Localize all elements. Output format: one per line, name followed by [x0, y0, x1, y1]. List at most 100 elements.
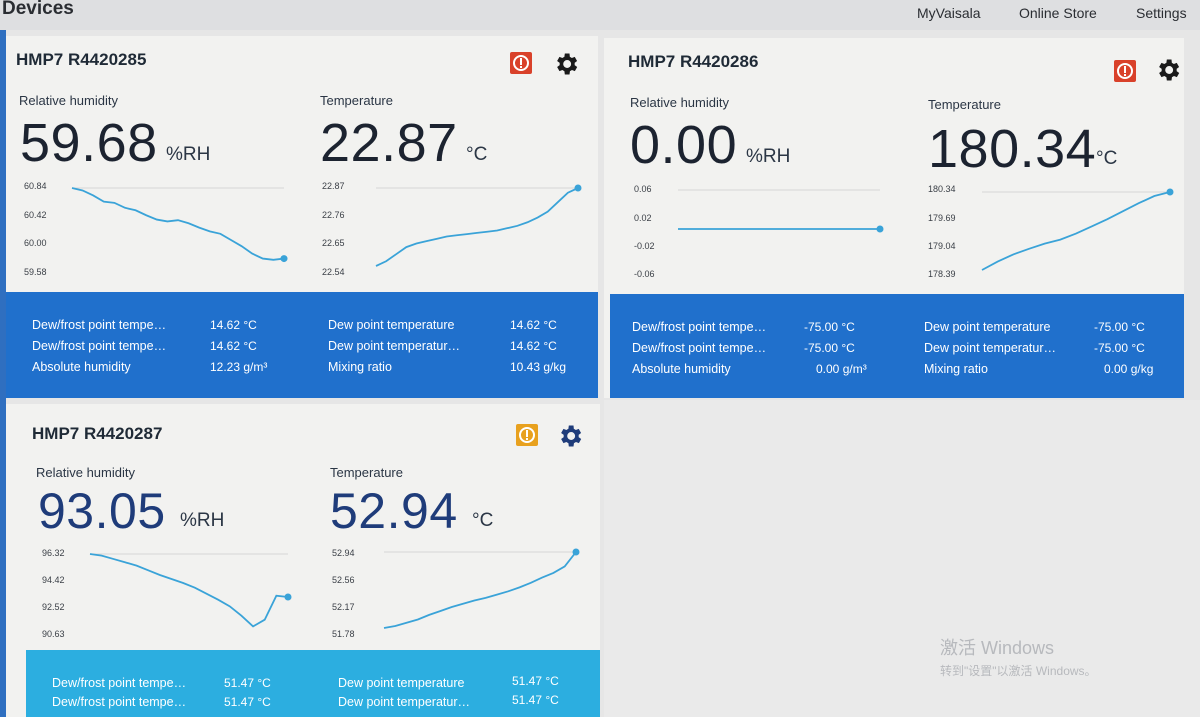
stat-label: Dew point temperatur…	[924, 341, 1057, 355]
rh-tick: 90.63	[42, 629, 65, 639]
empty-grid-slot	[604, 400, 1200, 717]
rh-tick: 60.84	[24, 181, 47, 191]
temperature-tick: 52.94	[332, 548, 355, 558]
left-edge-strip	[0, 30, 6, 717]
nav-online-store[interactable]: Online Store	[1019, 5, 1097, 21]
stat-value: -75.00 °C	[804, 341, 855, 355]
rh-value: 93.05	[38, 483, 166, 539]
stat-value: -75.00 °C	[1094, 341, 1145, 355]
rh-tick: 60.00	[24, 238, 47, 248]
temperature-chart	[981, 188, 1174, 271]
temperature-unit: °C	[1096, 148, 1118, 169]
alert-icon[interactable]	[510, 52, 532, 74]
stat-value: 51.47 °C	[224, 695, 271, 709]
temperature-tick: 179.04	[928, 241, 956, 251]
rh-value: 59.68	[20, 113, 158, 173]
stat-value: 14.62 °C	[510, 339, 557, 353]
rh-unit: %RH	[746, 146, 791, 167]
temperature-tick: 52.17	[332, 602, 355, 612]
stat-label: Dew/frost point tempe…	[632, 320, 767, 334]
stat-label: Dew/frost point tempe…	[32, 318, 167, 332]
rh-tick: 60.42	[24, 210, 47, 220]
latest-point	[1166, 188, 1174, 196]
stat-value: 14.62 °C	[510, 318, 557, 332]
rh-unit: %RH	[180, 510, 225, 531]
temperature-unit: °C	[472, 510, 494, 531]
stat-label: Dew/frost point tempe…	[632, 341, 767, 355]
stat-value: 10.43 g/kg	[510, 360, 567, 374]
stat-label: Absolute humidity	[632, 362, 731, 376]
latest-point	[876, 225, 884, 233]
temperature-label: Temperature	[330, 465, 403, 480]
temperature-value: 180.34	[928, 119, 1097, 179]
rh-tick: 0.02	[634, 213, 652, 223]
temperature-tick: 179.69	[928, 213, 956, 223]
latest-point	[280, 255, 288, 263]
stat-value: 14.62 °C	[210, 318, 257, 332]
windows-activation-watermark: 激活 Windows 转到"设置"以激活 Windows。	[940, 634, 1097, 679]
watermark-line: 转到"设置"以激活 Windows。	[940, 664, 1097, 678]
stat-label: Dew point temperature	[328, 318, 455, 332]
rh-label: Relative humidity	[36, 465, 135, 480]
stat-value: 12.23 g/m³	[210, 360, 268, 374]
series-line	[89, 553, 289, 628]
stat-value: 51.47 °C	[224, 676, 271, 690]
stat-label: Dew point temperatur…	[328, 339, 461, 353]
series-line	[383, 551, 577, 629]
temperature-tick: 22.65	[322, 238, 345, 248]
gear-icon[interactable]	[556, 422, 584, 450]
rh-unit: %RH	[166, 144, 211, 165]
stat-label: Mixing ratio	[924, 362, 988, 376]
device-name: HMP7 R4420285	[16, 50, 147, 69]
alert-icon[interactable]	[1114, 60, 1136, 82]
stats-panel: Dew/frost point tempe… 51.47 °C Dew/fros…	[26, 650, 600, 717]
temperature-tick: 180.34	[928, 184, 956, 194]
series-line	[981, 191, 1171, 271]
temperature-tick: 22.87	[322, 181, 345, 191]
temperature-tick: 52.56	[332, 575, 355, 585]
series-line	[71, 187, 285, 261]
temperature-chart	[375, 184, 582, 267]
series-line	[375, 187, 579, 267]
device-card: HMP7 R4420286 Relative humidity 0.00 %RH…	[604, 38, 1184, 398]
stat-label: Dew/frost point tempe…	[32, 339, 167, 353]
nav-myvaisala[interactable]: MyVaisala	[917, 5, 981, 21]
device-name: HMP7 R4420287	[32, 424, 163, 443]
stat-value: 51.47 °C	[512, 674, 559, 688]
stats-panel: Dew/frost point tempe… -75.00 °C Dew/fro…	[610, 294, 1184, 398]
latest-point	[284, 593, 292, 601]
temperature-label: Temperature	[320, 93, 393, 108]
temperature-tick: 22.76	[322, 210, 345, 220]
rh-tick: 92.52	[42, 602, 65, 612]
stat-label: Dew point temperature	[924, 320, 1051, 334]
stat-value: 0.00 g/kg	[1104, 362, 1154, 376]
temperature-tick: 22.54	[322, 267, 345, 277]
watermark-line: 激活 Windows	[940, 638, 1055, 658]
stat-label: Dew point temperatur…	[338, 695, 471, 709]
rh-chart	[89, 553, 292, 628]
temperature-value: 52.94	[330, 483, 458, 539]
stat-label: Mixing ratio	[328, 360, 392, 374]
rh-tick: 59.58	[24, 267, 47, 277]
rh-chart	[71, 187, 288, 263]
rh-label: Relative humidity	[630, 95, 729, 110]
stat-label: Dew/frost point tempe…	[52, 676, 187, 690]
stat-label: Dew/frost point tempe…	[52, 695, 187, 709]
alert-icon[interactable]	[516, 424, 538, 446]
temperature-tick: 178.39	[928, 269, 956, 279]
stat-value: -75.00 °C	[1094, 320, 1145, 334]
stat-value: 51.47 °C	[512, 693, 559, 707]
rh-tick: 96.32	[42, 548, 65, 558]
rh-chart	[678, 189, 884, 233]
gear-icon[interactable]	[552, 50, 580, 78]
stat-label: Absolute humidity	[32, 360, 131, 374]
stat-value: -75.00 °C	[804, 320, 855, 334]
temperature-unit: °C	[466, 144, 488, 165]
temperature-label: Temperature	[928, 97, 1001, 112]
rh-label: Relative humidity	[19, 93, 118, 108]
stats-panel: Dew/frost point tempe… 14.62 °C Dew/fros…	[6, 292, 598, 398]
nav-settings[interactable]: Settings	[1136, 5, 1187, 21]
temperature-chart	[383, 548, 580, 629]
gear-icon[interactable]	[1154, 56, 1182, 84]
device-card: HMP7 R4420287 Relative humidity 93.05 %R…	[6, 404, 600, 717]
